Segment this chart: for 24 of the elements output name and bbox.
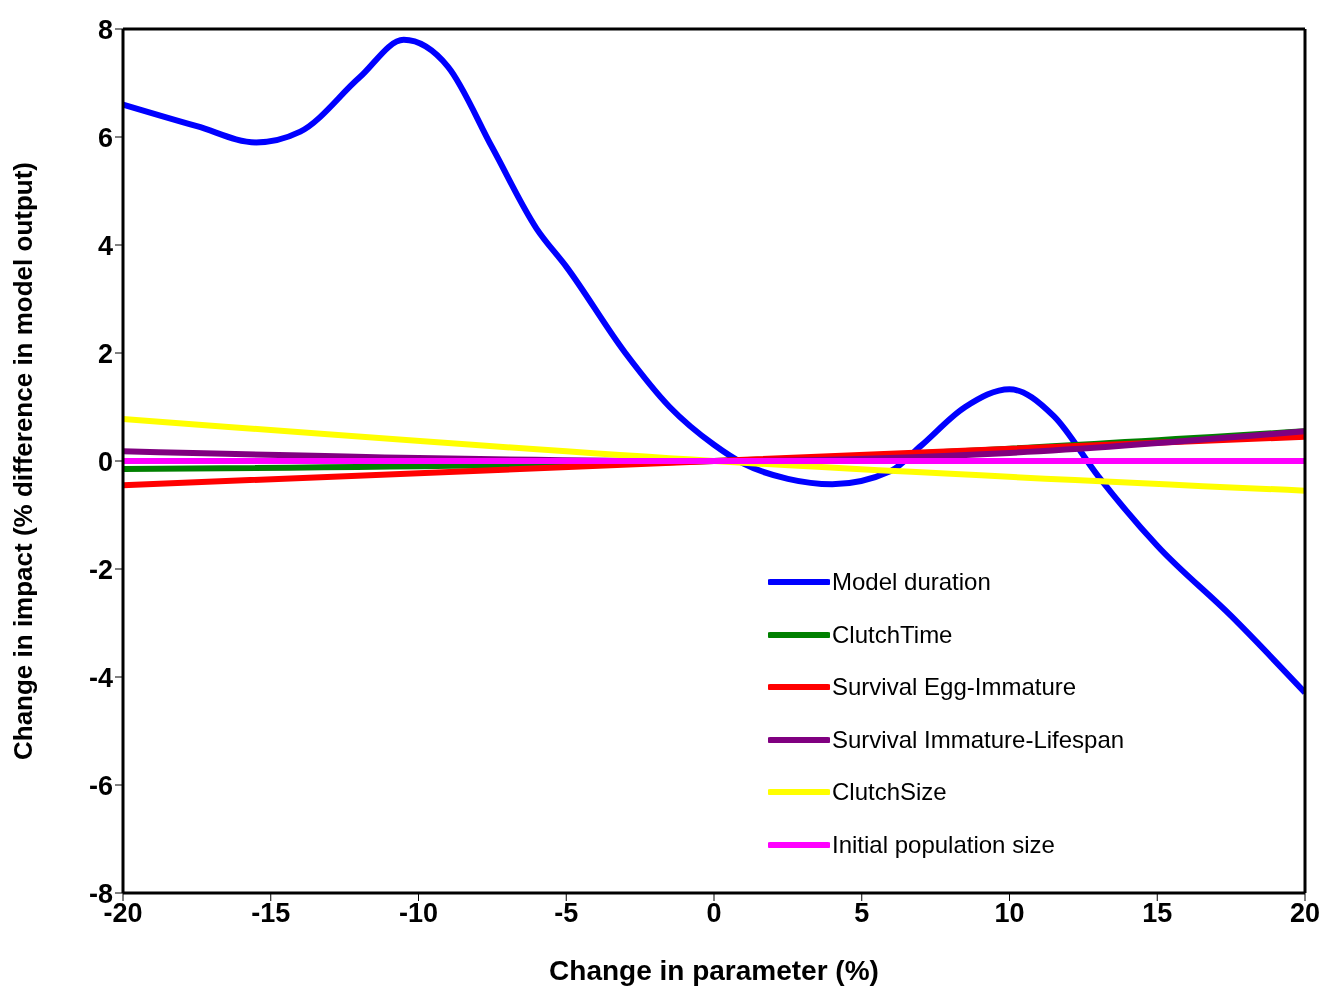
x-tick-label: 20 — [1289, 898, 1321, 929]
y-tick-label: 2 — [97, 338, 113, 369]
y-tick-label: 6 — [97, 122, 113, 153]
x-tick-label: -5 — [554, 898, 579, 929]
y-tick-label: -4 — [88, 662, 113, 693]
y-tick-label: -6 — [88, 770, 113, 801]
legend-label: ClutchSize — [832, 778, 947, 807]
legend-label: Survival Immature-Lifespan — [832, 725, 1125, 754]
legend-label: Model duration — [832, 568, 991, 597]
x-tick-label: -10 — [398, 898, 439, 929]
x-tick-label: -15 — [251, 898, 291, 929]
y-tick-label: 0 — [97, 446, 113, 477]
y-tick-label: 8 — [97, 14, 113, 45]
x-tick-label: 0 — [706, 898, 722, 929]
legend-label: Survival Egg-Immature — [832, 673, 1077, 702]
x-tick-label: 5 — [854, 898, 870, 929]
x-tick-label: 10 — [994, 898, 1025, 929]
legend-label: Initial population size — [832, 830, 1055, 859]
x-axis-title: Change in parameter (%) — [549, 955, 879, 986]
y-axis-title: Change in impact (% difference in model output) — [8, 161, 39, 761]
y-tick-label: 4 — [97, 230, 113, 261]
legend-label: ClutchTime — [832, 620, 953, 649]
x-tick-label: 15 — [1142, 898, 1173, 929]
y-tick-label: -2 — [88, 554, 113, 585]
